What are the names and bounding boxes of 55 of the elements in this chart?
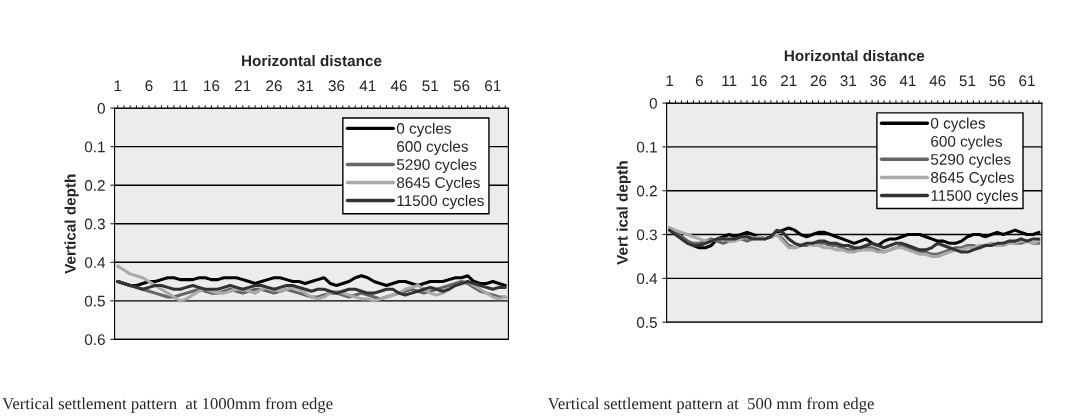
x-tick-label: 61 [1019,75,1035,87]
y-tick-label: 0.1 [636,141,657,153]
y-tick-label: 0 [97,102,105,114]
y-tick-label: 0.2 [84,180,105,191]
legend-label: 5290 cycles [930,153,1011,168]
x-tick-label: 51 [422,80,439,92]
y-axis-title: Vertical depth [64,174,79,274]
x-axis-title: Horizontal distance [242,55,382,67]
y-axis-title: Vert ical depth [616,161,631,265]
x-tick-label: 61 [485,80,501,92]
x-tick-label: 31 [297,80,313,92]
x-tick-label: 6 [695,75,703,87]
y-tick-label: 0.1 [84,141,105,153]
y-tick-label: 0.5 [84,295,105,307]
legend-label: 8645 Cycles [931,171,1014,186]
y-tick-label: 0.4 [636,273,658,285]
x-tick-label: 21 [781,75,797,87]
text: Vertical settlement pattern at 1000mm from edge [2,397,333,413]
x-tick-label: 1 [114,80,122,92]
x-tick-label: 31 [840,75,857,87]
legend-label: 0 cycles [396,122,451,137]
x-tick-label: 16 [751,75,767,87]
x-tick-label: 56 [989,75,1006,87]
x-tick-label: 56 [453,80,470,92]
legend-label: 11500 cycles [397,194,484,210]
x-tick-label: 26 [266,80,282,92]
legend-label: 11500 cycles [931,189,1018,204]
text: 600 cycles [397,140,468,155]
x-tick-label: 21 [234,80,251,92]
y-tick-label: 0.2 [636,185,657,197]
x-tick-label: 1 [666,75,674,87]
x-tick-label: 41 [899,75,916,87]
text: 600 cycles [931,135,1003,150]
x-tick-label: 36 [328,80,345,92]
x-tick-label: 11 [173,80,188,92]
x-tick-label: 26 [810,75,827,87]
x-tick-label: 6 [145,80,153,92]
y-tick-label: 0.6 [84,334,105,346]
y-tick-label: 0.4 [84,257,106,268]
y-tick-label: 0.3 [84,218,105,230]
y-tick-label: 0.3 [636,229,657,241]
text: Vertical settlement pattern at 500 mm from edge [547,397,874,413]
x-tick-label: 41 [359,80,376,92]
x-tick-label: 51 [959,75,976,87]
x-tick-label: 36 [870,75,886,87]
y-tick-label: 0.5 [636,317,657,328]
x-tick-label: 11 [722,75,737,87]
legend-label: 5290 cycles [396,158,477,173]
legend-label: 0 cycles [930,117,986,132]
y-tick-label: 0 [649,97,657,109]
x-tick-label: 46 [390,80,407,92]
x-axis-title: Horizontal distance [784,49,925,62]
x-tick-label: 46 [929,75,946,87]
x-tick-label: 16 [204,80,220,92]
legend-label: 8645 Cycles [396,176,480,192]
